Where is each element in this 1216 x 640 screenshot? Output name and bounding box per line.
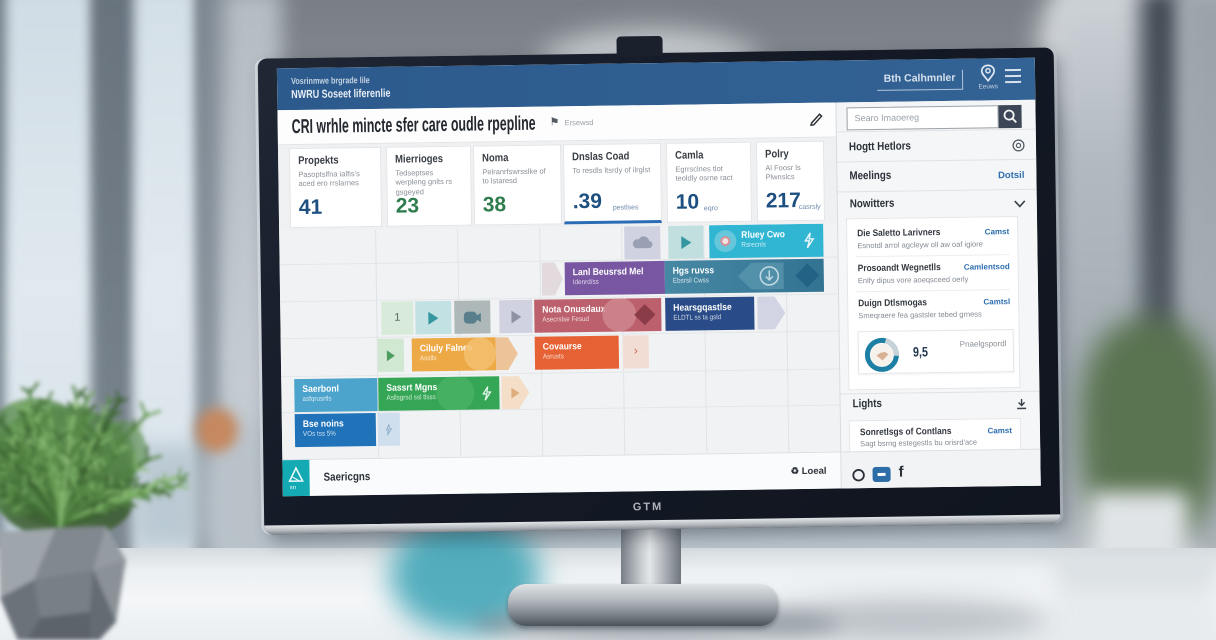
svg-text:sn: sn bbox=[290, 485, 296, 491]
